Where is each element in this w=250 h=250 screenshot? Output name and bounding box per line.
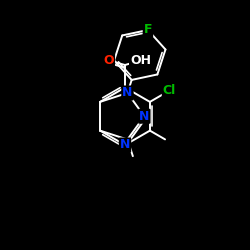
Text: N: N [122, 86, 133, 100]
Text: F: F [144, 24, 152, 36]
Text: OH: OH [130, 54, 151, 67]
Text: Cl: Cl [163, 84, 176, 97]
Text: O: O [104, 54, 114, 67]
Text: N: N [139, 110, 149, 123]
Text: N: N [120, 138, 130, 151]
